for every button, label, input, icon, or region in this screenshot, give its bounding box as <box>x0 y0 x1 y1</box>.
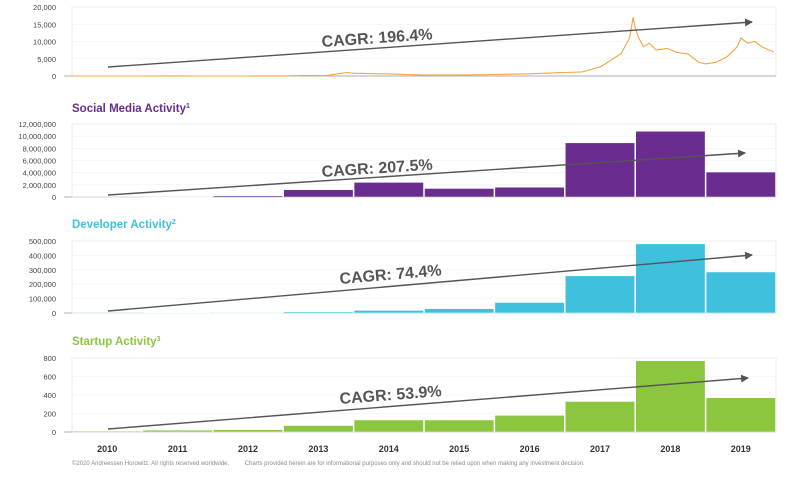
bar <box>72 312 143 314</box>
bar <box>283 425 354 433</box>
y-tick-label: 4,000,000 <box>23 169 56 178</box>
chart-title-footnote: 1 <box>186 103 190 110</box>
y-tick-label: 0 <box>52 72 56 81</box>
y-tick-label: 0 <box>52 309 56 318</box>
x-tick-label: 2017 <box>590 444 610 454</box>
cagr-arrow <box>107 149 746 196</box>
footer-copyright: ©2020 Andreessen Horowitz. All rights re… <box>72 461 230 467</box>
x-tick-label: 2019 <box>731 444 751 454</box>
y-tick-label: 800 <box>43 354 56 363</box>
bar <box>142 312 213 314</box>
bar <box>142 429 213 433</box>
y-tick-label: 100,000 <box>29 295 56 304</box>
chart-panel-3: 0 100,000 200,000 300,000 400,000 500,000 Deve… <box>29 219 777 318</box>
bar <box>635 131 706 198</box>
x-tick-label: 2014 <box>379 444 399 454</box>
bar <box>494 187 565 198</box>
y-tick-label: 15,000 <box>33 20 56 29</box>
y-tick-label: 5,000 <box>37 55 56 64</box>
price-line <box>72 16 775 77</box>
y-tick-label: 20,000 <box>33 3 56 12</box>
y-tick-label: 200 <box>43 410 56 419</box>
cagr-annotation: CAGR: 196.4% <box>321 26 433 51</box>
bar <box>213 195 283 198</box>
x-axis: 2010 2011 2012 2013 2014 2015 2016 2017 2018 2019 <box>97 444 751 454</box>
y-tick-label: 6,000,000 <box>23 157 56 166</box>
bar <box>283 311 354 314</box>
bar <box>353 419 424 433</box>
x-tick-label: 2013 <box>308 444 328 454</box>
footer: ©2020 Andreessen Horowitz. All rights re… <box>72 461 599 467</box>
y-tick-label: 10,000,000 <box>18 132 56 141</box>
bar <box>705 171 776 198</box>
y-tick-label: 600 <box>43 373 56 382</box>
bar <box>424 188 495 198</box>
x-tick-label: 2016 <box>520 444 540 454</box>
y-tick-label: 300,000 <box>29 266 56 275</box>
x-tick-label: 2018 <box>660 444 680 454</box>
bar <box>424 419 495 433</box>
bar <box>72 196 143 198</box>
bar <box>424 308 495 314</box>
footer-disclaimer: Charts provided herein are for informati… <box>244 461 585 467</box>
y-tick-label: 400,000 <box>29 251 56 260</box>
chart-title: Startup Activity3 <box>72 336 161 348</box>
bar <box>494 302 565 314</box>
x-tick-label: 2010 <box>97 444 117 454</box>
chart-title: Developer Activity2 <box>72 219 176 231</box>
chart-panel-1: 0 5,000 10,000 15,000 20,000 CAGR: 196.4% <box>33 3 777 81</box>
bar <box>705 271 776 314</box>
bar <box>705 397 776 433</box>
bar <box>565 401 635 433</box>
y-tick-label: 0 <box>52 428 56 437</box>
bar <box>565 142 635 198</box>
y-tick-label: 12,000,000 <box>18 120 56 129</box>
chart-title: Social Media Activity1 <box>72 103 190 115</box>
bar <box>635 360 706 433</box>
bar <box>283 189 354 198</box>
y-tick-label: 10,000 <box>33 38 56 47</box>
cagr-arrow <box>107 18 753 68</box>
bar <box>494 415 565 433</box>
bar <box>142 196 213 198</box>
chart-title-footnote: 2 <box>172 219 176 226</box>
x-tick-label: 2015 <box>449 444 469 454</box>
bar <box>72 430 143 433</box>
bar <box>213 312 283 314</box>
bar <box>213 429 283 433</box>
x-tick-label: 2012 <box>238 444 258 454</box>
cagr-arrow <box>107 374 749 430</box>
y-tick-label: 500,000 <box>29 237 56 246</box>
bar <box>565 275 635 314</box>
bar <box>353 182 424 198</box>
cagr-arrow <box>107 251 753 312</box>
bar <box>635 243 706 314</box>
y-tick-label: 8,000,000 <box>23 144 56 153</box>
y-tick-label: 200,000 <box>29 280 56 289</box>
x-tick-label: 2011 <box>168 444 188 454</box>
bar <box>353 310 424 314</box>
y-tick-label: 2,000,000 <box>23 181 56 190</box>
y-tick-label: 0 <box>52 193 56 202</box>
chart-panel-2: 0 2,000,000 4,000,000 6,000,000 8,000,000 10,… <box>18 103 777 202</box>
chart-title-footnote: 3 <box>157 336 161 343</box>
y-tick-label: 400 <box>43 391 56 400</box>
